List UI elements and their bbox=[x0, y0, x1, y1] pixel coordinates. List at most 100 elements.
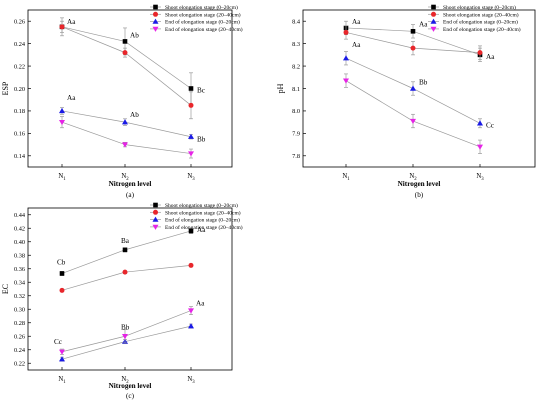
data-point bbox=[477, 144, 483, 150]
data-point bbox=[188, 228, 194, 234]
legend: Shoot elongation stage (0–20cm)Shoot elo… bbox=[150, 202, 243, 231]
legend-entry: Shoot elongation stage (0–20cm) bbox=[165, 202, 238, 209]
y-axis-title: EC bbox=[1, 284, 10, 294]
significance-label: Aa bbox=[486, 53, 495, 61]
data-point bbox=[59, 287, 65, 293]
x-tick-label: N1 bbox=[58, 173, 66, 182]
data-point bbox=[410, 29, 416, 34]
significance-label: Aa bbox=[419, 20, 428, 28]
data-point bbox=[59, 24, 65, 30]
significance-label: Cc bbox=[486, 121, 494, 129]
data-point bbox=[59, 107, 65, 114]
y-tick-label: 0.28 bbox=[14, 320, 25, 327]
legend-marker bbox=[431, 11, 436, 17]
series-line bbox=[61, 26, 192, 106]
data-point bbox=[410, 45, 416, 51]
y-tick-label: 0.32 bbox=[14, 293, 25, 300]
data-point bbox=[122, 269, 128, 275]
panel-label: (c) bbox=[126, 392, 135, 400]
legend-marker bbox=[153, 4, 158, 10]
legend: Shoot elongation stage (0–20cm)Shoot elo… bbox=[150, 4, 243, 33]
x-tick-label: N3 bbox=[187, 173, 195, 182]
y-tick-label: 0.40 bbox=[14, 239, 25, 246]
significance-label: Aa bbox=[352, 41, 361, 49]
y-tick-label: 8.0 bbox=[292, 108, 300, 115]
x-tick-label: N3 bbox=[476, 173, 484, 182]
significance-label: Ab bbox=[130, 111, 139, 119]
significance-label: Aa bbox=[197, 226, 206, 234]
significance-label: Cb bbox=[57, 258, 66, 266]
y-tick-label: 0.22 bbox=[14, 63, 25, 70]
y-axis-title: ESP bbox=[1, 81, 10, 95]
legend-entry: End of elongation stage (0–20cm) bbox=[165, 19, 240, 26]
data-point bbox=[59, 356, 65, 362]
legend-marker bbox=[152, 18, 159, 24]
x-axis-title: Nitrogen level bbox=[109, 180, 152, 188]
y-tick-label: 8.2 bbox=[292, 63, 300, 70]
significance-label: Ba bbox=[121, 237, 130, 245]
data-point bbox=[477, 50, 483, 56]
y-tick-label: 0.44 bbox=[14, 212, 26, 219]
panel-label: (b) bbox=[415, 191, 424, 199]
data-point bbox=[122, 334, 128, 340]
data-point bbox=[122, 50, 128, 56]
data-point bbox=[59, 349, 65, 355]
x-tick-label: N1 bbox=[342, 173, 350, 182]
legend-marker bbox=[152, 26, 159, 32]
x-axis-title: Nitrogen level bbox=[398, 180, 441, 188]
significance-label: Ab bbox=[130, 31, 139, 39]
legend-entry: Shoot elongation stage (0–20cm) bbox=[443, 4, 516, 11]
data-point bbox=[343, 78, 349, 84]
significance-label: Bc bbox=[197, 87, 205, 95]
data-point bbox=[188, 151, 194, 157]
data-point bbox=[188, 102, 194, 108]
data-point bbox=[188, 323, 194, 329]
data-point bbox=[188, 262, 194, 268]
data-point bbox=[410, 118, 416, 125]
data-point bbox=[410, 85, 416, 91]
y-tick-label: 0.36 bbox=[14, 266, 25, 273]
y-tick-label: 0.16 bbox=[14, 131, 25, 138]
significance-label: Bb bbox=[419, 79, 428, 87]
data-point bbox=[122, 39, 128, 44]
data-point bbox=[343, 29, 349, 35]
significance-label: Cc bbox=[54, 338, 62, 346]
y-tick-label: 0.30 bbox=[14, 307, 25, 314]
x-tick-label: N1 bbox=[58, 376, 66, 385]
significance-label: Aa bbox=[352, 18, 361, 26]
legend-marker bbox=[152, 224, 159, 230]
significance-label: Aa bbox=[67, 94, 76, 102]
data-point bbox=[122, 142, 128, 148]
x-tick-label: N2 bbox=[121, 376, 129, 385]
y-tick-label: 0.42 bbox=[14, 226, 25, 233]
chart-panel-b: 7.8 7.9 8.0 8.1 8.2 8.3 8.4 N1 N2 N3 pH Nitrogen le… bbox=[276, 4, 536, 199]
legend-marker bbox=[430, 18, 437, 24]
x-tick-label: N2 bbox=[121, 173, 129, 182]
x-tick-label: N3 bbox=[187, 376, 195, 385]
legend-entry: Shoot elongation stage (20–40cm) bbox=[165, 209, 241, 216]
data-point bbox=[343, 55, 349, 61]
data-point bbox=[122, 247, 128, 253]
data-point bbox=[59, 119, 65, 126]
legend-marker bbox=[430, 26, 437, 32]
data-point bbox=[188, 308, 194, 314]
y-tick-label: 0.22 bbox=[14, 361, 25, 368]
legend-entry: End of elongation stage (20–40cm) bbox=[443, 26, 521, 33]
series-line bbox=[61, 265, 192, 291]
legend-entry: End of elongation stage (0–20cm) bbox=[165, 217, 240, 224]
series-line bbox=[61, 121, 192, 154]
y-tick-label: 0.26 bbox=[14, 19, 25, 26]
legend-marker bbox=[153, 202, 158, 208]
y-axis-title: pH bbox=[276, 83, 285, 93]
panel-label: (a) bbox=[126, 191, 135, 199]
legend-marker bbox=[431, 4, 436, 10]
chart-panel-a: 0.14 0.16 0.18 0.20 0.22 0.24 0.26 N1 N2 N3 ESP Nit… bbox=[1, 4, 243, 199]
y-tick-label: 0.26 bbox=[14, 334, 25, 341]
y-tick-label: 0.20 bbox=[14, 86, 25, 93]
legend-marker bbox=[152, 216, 159, 222]
legend: Shoot elongation stage (0–20cm)Shoot elo… bbox=[428, 4, 521, 33]
significance-label: Bb bbox=[197, 136, 206, 144]
legend-marker bbox=[153, 11, 158, 17]
y-tick-label: 8.3 bbox=[292, 41, 300, 48]
significance-label: Aa bbox=[196, 300, 205, 308]
